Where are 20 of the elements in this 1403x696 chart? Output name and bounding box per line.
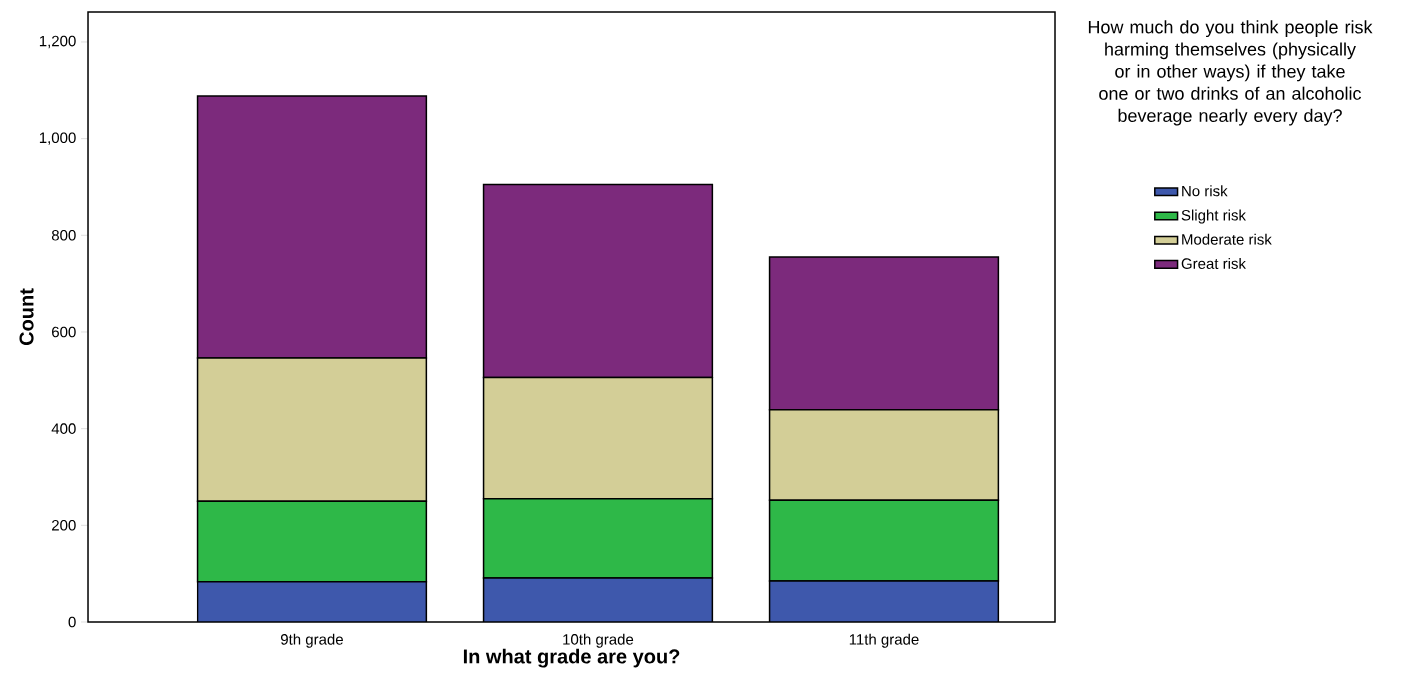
bar xyxy=(483,578,713,622)
y-tick-label: 400 xyxy=(51,423,76,434)
y-tick-label: 200 xyxy=(52,520,76,531)
legend-label: Great risk xyxy=(1181,257,1246,269)
y-tick-label: 800 xyxy=(51,229,76,241)
y-tick-label: 1,000 xyxy=(39,132,76,145)
x-tick-label: 10th grade xyxy=(563,633,634,648)
y-tick-label: 600 xyxy=(52,326,76,338)
legend-label: Slight risk xyxy=(1181,209,1246,224)
bar xyxy=(768,580,1000,622)
legend-label: No risk xyxy=(1182,185,1228,197)
x-axis-title: In what grade are you? xyxy=(463,648,680,668)
x-tick-label: 11th grade xyxy=(849,633,919,648)
legend-label: Moderate risk xyxy=(1182,233,1272,245)
x-tick-label: 9th grade xyxy=(280,633,343,648)
y-axis-title: Count xyxy=(19,288,34,346)
y-tick-label: 0 xyxy=(68,616,76,628)
y-tick-label: 1,200 xyxy=(39,35,76,49)
bar xyxy=(196,581,428,622)
legend-title: How much do you think people risk harming themselves (physically or in other ways) if they take one or two drinks of an alcoholic beverage nearly every day? xyxy=(1088,20,1373,126)
